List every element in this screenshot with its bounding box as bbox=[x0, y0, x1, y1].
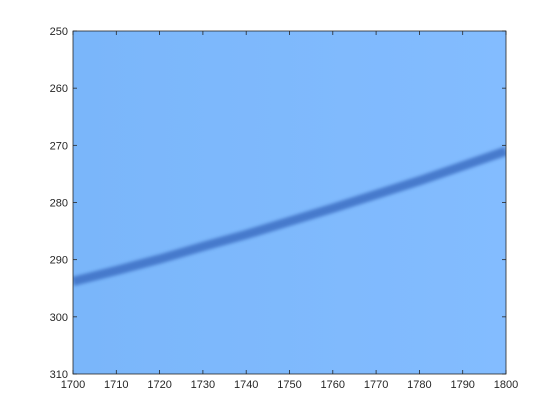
x-tick-label: 1770 bbox=[364, 379, 388, 391]
y-tick-label: 280 bbox=[50, 198, 68, 210]
plot-area bbox=[72, 30, 507, 375]
y-tick-label: 260 bbox=[50, 83, 68, 95]
x-tick-label: 1760 bbox=[321, 379, 345, 391]
heatmap-band bbox=[73, 146, 506, 286]
x-tick-label: 1790 bbox=[450, 379, 474, 391]
x-axis: 1700 1710 1720 1730 1740 1750 1760 1770 1780 1790… bbox=[61, 31, 518, 391]
heatmap-background bbox=[73, 31, 506, 374]
y-tick-label: 310 bbox=[50, 369, 68, 381]
x-tick-label: 1750 bbox=[277, 379, 301, 391]
x-tick-label: 1740 bbox=[234, 379, 258, 391]
y-tick-label: 290 bbox=[50, 255, 68, 267]
x-tick-label: 1730 bbox=[191, 379, 215, 391]
y-tick-label: 250 bbox=[50, 26, 68, 38]
x-tick-label: 1710 bbox=[104, 379, 128, 391]
y-axis: 250 260 270 280 290 300 310 bbox=[50, 26, 506, 381]
y-tick-label: 270 bbox=[50, 140, 68, 152]
y-tick-label: 300 bbox=[50, 312, 68, 324]
x-tick-label: 1720 bbox=[147, 379, 171, 391]
x-tick-label: 1780 bbox=[407, 379, 431, 391]
x-tick-label: 1800 bbox=[494, 379, 518, 391]
x-tick-label: 1700 bbox=[61, 379, 85, 391]
